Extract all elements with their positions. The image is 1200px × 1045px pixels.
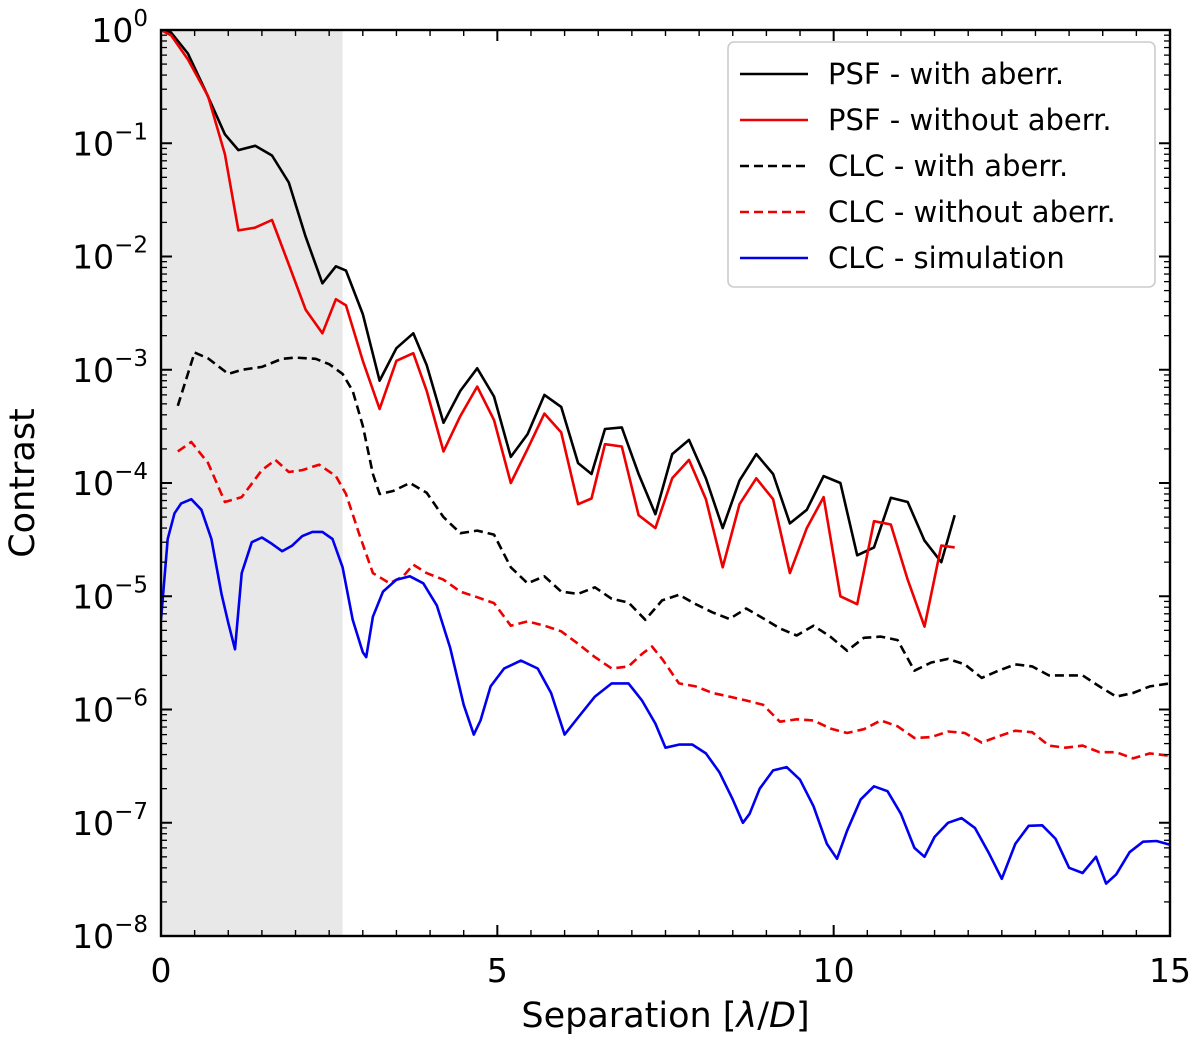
y-tick-label-base: 10 [72, 691, 114, 730]
series-line-0 [161, 30, 956, 564]
series-lines [161, 30, 1170, 885]
y-tick-label-base: 10 [72, 124, 114, 163]
y-tick-label-base: 10 [72, 804, 114, 843]
legend: PSF - with aberr. PSF - without aberr. CLC… [727, 41, 1156, 288]
y-tick-label: 10−7 [72, 799, 148, 843]
x-axis-label-part: Separation [ [521, 996, 736, 1036]
legend-label-4: CLC - simulation [828, 241, 1065, 275]
x-axis-label-part: D [769, 996, 796, 1036]
y-tick-label-base: 10 [72, 238, 114, 277]
y-tick-label: 100 [91, 6, 148, 50]
y-tick-label-exponent: −8 [114, 912, 148, 938]
y-tick-label-exponent: −6 [114, 686, 148, 712]
y-tick-label-exponent: −5 [114, 572, 148, 598]
y-tick-label: 10−4 [72, 459, 148, 503]
x-axis-label-part: ] [796, 996, 810, 1036]
plot-area [161, 30, 1170, 936]
y-tick-label-base: 10 [72, 464, 114, 503]
x-tick-label: 10 [813, 951, 855, 990]
x-axis-label-part: / [757, 996, 769, 1036]
y-tick-label-base: 10 [72, 577, 114, 616]
x-tick-label: 0 [151, 951, 172, 990]
y-tick-label: 10−5 [72, 572, 148, 616]
y-tick-label: 10−6 [72, 686, 148, 730]
series-line-1 [161, 30, 955, 628]
legend-label-2: CLC - with aberr. [828, 149, 1068, 183]
y-tick-label-base: 10 [72, 351, 114, 390]
y-tick-label-base: 10 [72, 917, 114, 956]
y-tick-label: 10−3 [72, 346, 148, 390]
legend-label-3: CLC - without aberr. [828, 195, 1116, 229]
y-tick-label-base: 10 [91, 11, 133, 50]
x-axis-label-part: λ [734, 996, 757, 1036]
axes: 0 5 10 1510010−110−210−310−410−510−610−710−… [3, 6, 1191, 1036]
legend-box [727, 41, 1156, 288]
y-tick-label-exponent: −4 [114, 459, 148, 485]
y-tick-label-exponent: 0 [133, 6, 148, 32]
y-tick-label: 10−8 [72, 912, 148, 956]
x-tick-label: 15 [1149, 951, 1191, 990]
x-tick-label: 5 [487, 951, 508, 990]
legend-label-1: PSF - without aberr. [828, 103, 1112, 137]
series-line-2 [176, 351, 1170, 698]
series-line-3 [177, 440, 1170, 760]
y-tick-label-exponent: −3 [114, 346, 148, 372]
y-tick-label-exponent: −2 [114, 233, 148, 259]
y-axis-label: Contrast [3, 408, 43, 558]
y-tick-label: 10−1 [72, 119, 148, 163]
y-tick-label-exponent: −1 [114, 119, 148, 145]
legend-label-0: PSF - with aberr. [828, 57, 1064, 91]
x-axis-label: Separation [λ/D] [521, 996, 809, 1036]
series-line-4 [161, 497, 1170, 885]
y-tick-label-exponent: −7 [114, 799, 148, 825]
y-tick-label: 10−2 [72, 233, 148, 277]
